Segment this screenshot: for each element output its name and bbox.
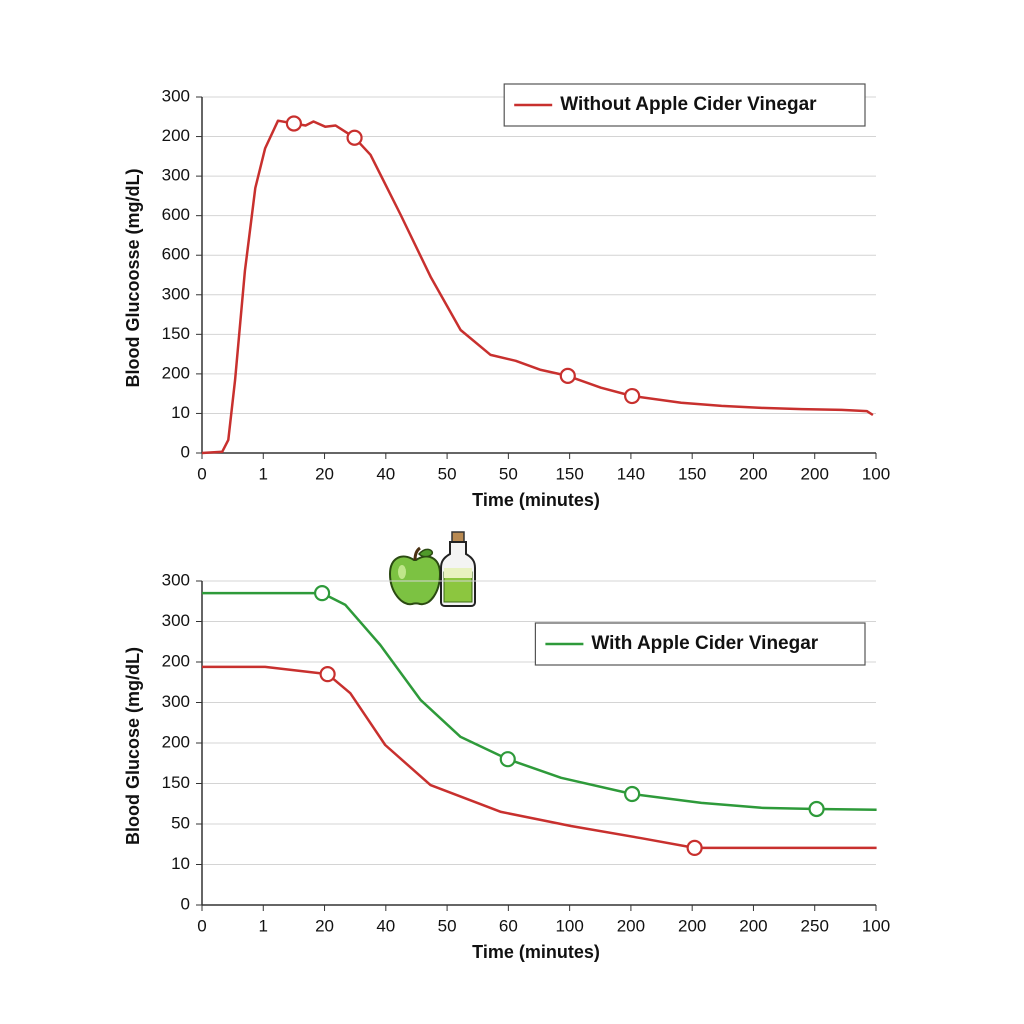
x-tick-label: 200 xyxy=(739,464,767,483)
x-tick-label: 150 xyxy=(678,464,706,483)
y-tick-label: 150 xyxy=(162,324,190,343)
x-tick-label: 200 xyxy=(678,916,706,935)
data-marker xyxy=(808,800,825,818)
y-tick-label: 50 xyxy=(171,813,190,832)
apple-icon xyxy=(388,546,442,606)
y-tick-label: 10 xyxy=(171,854,190,873)
x-axis-label: Time (minutes) xyxy=(472,942,600,962)
x-tick-label: 200 xyxy=(739,916,767,935)
data-marker xyxy=(559,367,576,384)
data-marker xyxy=(346,129,363,146)
x-tick-label: 0 xyxy=(197,464,206,483)
x-axis-label: Time (minutes) xyxy=(472,490,600,510)
data-line xyxy=(201,119,874,455)
legend: With Apple Cider Vinegar xyxy=(534,622,866,666)
x-tick-label: 140 xyxy=(617,464,645,483)
x-tick-label: 250 xyxy=(801,916,829,935)
x-tick-label: 200 xyxy=(801,464,829,483)
x-tick-label: 100 xyxy=(862,916,890,935)
data-marker xyxy=(285,115,303,132)
data-line xyxy=(202,665,877,850)
x-tick-label: 150 xyxy=(555,464,583,483)
y-tick-label: 0 xyxy=(181,442,190,461)
y-tick-label: 10 xyxy=(171,403,190,422)
y-tick-label: 300 xyxy=(162,284,190,303)
y-tick-label: 300 xyxy=(162,570,190,589)
x-tick-label: 1 xyxy=(259,464,268,483)
y-tick-label: 300 xyxy=(162,611,190,630)
data-marker xyxy=(624,785,641,803)
data-marker xyxy=(499,751,516,768)
data-marker xyxy=(313,585,331,602)
y-axis-label: Blood Glucoosse (mg/dL) xyxy=(123,168,143,387)
x-tick-label: 100 xyxy=(555,916,583,935)
x-tick-label: 20 xyxy=(315,464,334,483)
x-tick-label: 40 xyxy=(376,464,395,483)
data-marker xyxy=(686,839,703,856)
y-tick-label: 200 xyxy=(162,363,190,382)
x-tick-label: 50 xyxy=(499,464,518,483)
x-tick-label: 50 xyxy=(438,464,457,483)
vinegar-bottle-icon xyxy=(440,531,476,607)
legend-label: Without Apple Cider Vinegar xyxy=(560,94,817,115)
y-tick-label: 300 xyxy=(162,166,190,185)
x-tick-label: 60 xyxy=(499,916,518,935)
y-tick-label: 200 xyxy=(162,732,190,751)
x-tick-label: 50 xyxy=(438,916,457,935)
data-marker xyxy=(624,387,641,405)
legend-box xyxy=(503,83,866,127)
x-tick-label: 1 xyxy=(259,916,268,935)
y-tick-label: 0 xyxy=(181,894,190,913)
legend: Without Apple Cider Vinegar xyxy=(503,83,866,127)
x-tick-label: 100 xyxy=(862,464,890,483)
y-tick-label: 150 xyxy=(162,773,190,792)
y-tick-label: 600 xyxy=(162,245,190,264)
y-tick-label: 300 xyxy=(162,86,190,105)
legend-label: With Apple Cider Vinegar xyxy=(591,633,818,654)
data-marker xyxy=(319,666,336,683)
x-tick-label: 200 xyxy=(617,916,645,935)
y-tick-label: 600 xyxy=(162,205,190,224)
x-tick-label: 20 xyxy=(315,916,334,935)
legend-box xyxy=(534,622,866,666)
y-axis-label: Blood Glucose (mg/dL) xyxy=(123,647,143,845)
x-tick-label: 40 xyxy=(376,916,395,935)
x-tick-label: 0 xyxy=(197,916,206,935)
y-tick-label: 200 xyxy=(162,651,190,670)
y-tick-label: 200 xyxy=(162,126,190,145)
y-tick-label: 300 xyxy=(162,692,190,711)
